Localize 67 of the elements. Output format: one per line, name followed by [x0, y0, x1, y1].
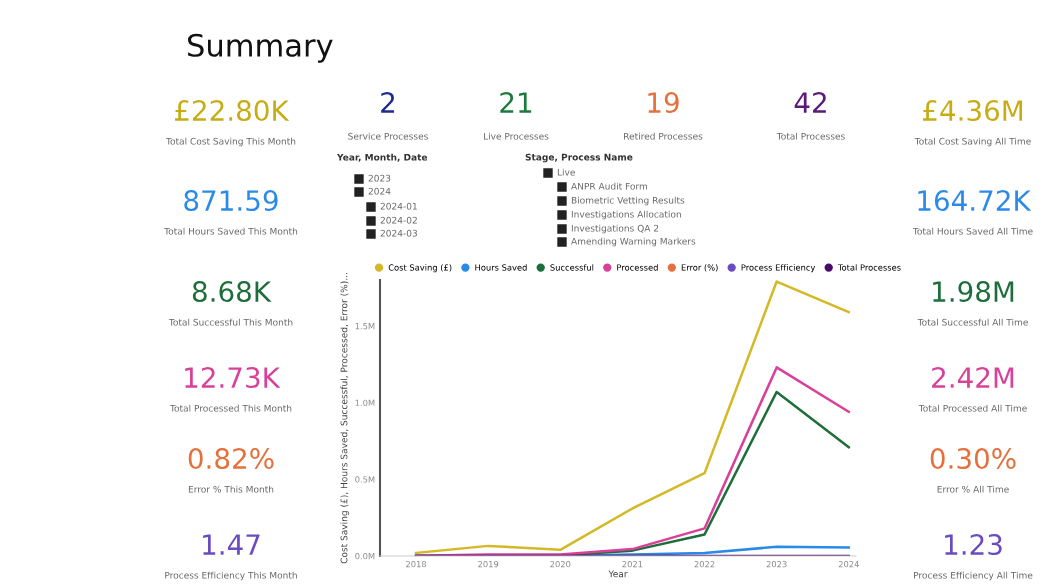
text: 164.72K [918, 190, 1032, 212]
category-label: Total Processes [776, 132, 845, 140]
category-label: Retired Processes [624, 132, 703, 140]
text: Investigations Allocation [571, 210, 681, 220]
legend-label: Process Efficiency [741, 264, 816, 273]
text: 2023 [368, 174, 391, 182]
category-label: Total Successful All Time [917, 318, 1028, 326]
text: 19 [648, 92, 679, 114]
text: Year, Month, Date [336, 153, 428, 162]
x-tick-label: 2022 [694, 561, 715, 568]
y-tick-label: 0.5M [355, 476, 375, 483]
legend-label: Total Processes [837, 264, 901, 271]
text: 1.47 [203, 534, 260, 555]
text: £22.80K [175, 100, 290, 122]
text: 0.82% [188, 448, 274, 470]
text: 2024-02 [380, 216, 417, 224]
text: 12.73K [185, 367, 281, 389]
text: 1.23 [945, 534, 1002, 556]
category-label: Total Hours Saved All Time [912, 227, 1033, 235]
text: ANPR Audit Form [571, 182, 648, 190]
x-tick-label: 2024 [838, 561, 859, 568]
text: £4.36M [923, 100, 1023, 122]
legend-label: Cost Saving (£) [388, 264, 452, 273]
text: Stage, Process Name [525, 153, 633, 163]
legend-label: Successful [550, 264, 594, 271]
category-label: Service Processes [348, 132, 428, 140]
text: Summary [188, 33, 333, 63]
text: Live [557, 168, 575, 176]
text: 0.30% [930, 448, 1016, 470]
category-label: Process Efficiency All Time [914, 571, 1033, 581]
category-label: Live Processes [483, 132, 549, 140]
text: 2 [381, 92, 395, 113]
x-axis-title: Year [608, 570, 628, 578]
y-axis-title: Cost Saving (£), Hours Saved, Successful, Processed, Error (%)... [340, 273, 350, 564]
text: 21 [500, 92, 532, 113]
category-label: Error % This Month [188, 485, 274, 493]
text: Investigations QA 2 [571, 224, 659, 234]
text: 2024-03 [380, 229, 417, 237]
category-label: Process Efficiency This Month [165, 571, 297, 581]
category-label: Total Successful This Month [168, 318, 293, 326]
text: 42 [794, 92, 826, 113]
text: 1.98M [933, 281, 1014, 303]
y-tick-label: 0.0M [355, 552, 375, 560]
legend-label: Error (%) [681, 264, 718, 272]
y-tick-label: 1.5M [355, 323, 375, 330]
legend-label: Processed [617, 264, 658, 271]
legend-label: Hours Saved [475, 264, 527, 271]
text: 871.59 [184, 190, 278, 212]
category-label: Total Cost Saving This Month [166, 137, 296, 147]
text: Amending Warning Markers [571, 237, 696, 247]
category-label: Total Cost Saving All Time [914, 137, 1031, 147]
x-tick-label: 2023 [766, 561, 787, 568]
x-tick-label: 2019 [478, 561, 499, 568]
category-label: Error % All Time [937, 485, 1009, 493]
text: 2.42M [932, 367, 1014, 388]
x-tick-label: 2020 [550, 561, 571, 568]
x-tick-label: 2021 [622, 561, 643, 568]
y-tick-label: 1.0M [355, 399, 375, 406]
text: 8.68K [192, 281, 272, 303]
category-label: Total Processed All Time [918, 404, 1027, 412]
text: Biometric Vetting Results [571, 196, 685, 206]
x-tick-label: 2018 [406, 561, 427, 568]
line-series [414, 280, 851, 555]
category-label: Total Hours Saved This Month [164, 227, 298, 235]
text: 2024 [368, 187, 391, 195]
text: 2024-01 [380, 202, 417, 210]
category-label: Total Processed This Month [169, 404, 292, 412]
